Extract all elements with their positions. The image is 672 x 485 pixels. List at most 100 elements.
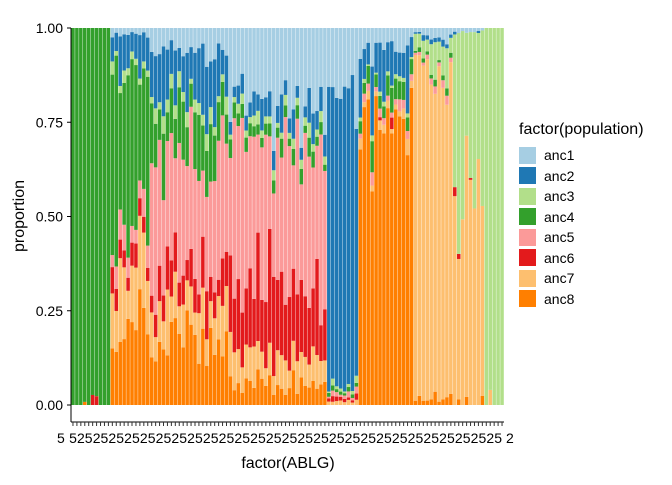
bar-segment-anc8 — [421, 400, 426, 405]
bar-segment-anc4 — [386, 75, 390, 96]
bar-segment-anc6 — [161, 295, 166, 322]
bar-segment-anc8 — [370, 191, 374, 405]
bar-segment-anc5 — [149, 163, 154, 296]
bar-segment-anc7 — [342, 402, 347, 405]
bar-segment-anc4 — [429, 74, 433, 79]
bar-segment-anc1 — [303, 28, 307, 107]
bar-segment-anc7 — [248, 347, 252, 381]
bar-segment-anc2 — [252, 91, 256, 116]
x-tick-label: 5 — [85, 430, 93, 446]
bar-segment-anc6 — [303, 296, 307, 357]
bars-layer — [71, 28, 504, 406]
legend-item-anc6: anc6 — [519, 248, 644, 269]
bar-segment-anc6 — [287, 297, 292, 371]
bar-segment-anc2 — [149, 51, 154, 98]
bar-segment-anc3 — [390, 85, 394, 88]
bar-segment-anc1 — [287, 28, 292, 119]
bar-segment-anc6 — [311, 288, 315, 347]
bar-segment-anc8 — [409, 87, 414, 405]
x-tick-label: 2 — [203, 430, 211, 446]
bar-segment-anc6 — [145, 268, 150, 281]
bar-segment-anc3 — [378, 91, 382, 96]
bar-segment-anc1 — [177, 28, 182, 48]
bar-segment-anc4 — [441, 75, 445, 81]
bar-segment-anc5 — [346, 391, 351, 398]
bar-segment-anc5 — [437, 62, 441, 67]
bar-segment-anc1 — [342, 28, 347, 87]
bar-segment-anc8 — [205, 366, 209, 405]
bar-segment-anc6 — [208, 276, 213, 302]
bar-segment-anc8 — [185, 310, 189, 405]
bar-segment-anc2 — [279, 94, 284, 133]
bar-segment-anc1 — [358, 28, 363, 59]
bar-segment-anc1 — [169, 28, 174, 41]
bar-segment-anc3 — [346, 383, 351, 388]
bar-segment-anc7 — [110, 293, 115, 349]
bar-segment-anc5 — [382, 118, 386, 125]
bar-segment-anc7 — [437, 66, 441, 402]
bar-segment-anc3 — [449, 37, 453, 53]
bar-segment-anc5 — [291, 165, 296, 269]
bar-segment-anc1 — [393, 28, 398, 52]
bar-segment-anc3 — [393, 74, 398, 79]
bar-segment-anc4 — [366, 65, 370, 84]
bar-segment-anc8 — [283, 394, 288, 405]
bar-segment-anc3 — [453, 34, 457, 188]
bar-segment-anc7 — [417, 55, 422, 396]
bar-segment-anc7 — [197, 313, 201, 364]
bar-segment-anc5 — [252, 136, 256, 299]
bar-segment-anc1 — [193, 28, 197, 53]
bar-segment-anc4 — [102, 28, 107, 405]
bar-segment-anc2 — [205, 66, 209, 135]
bar-segment-anc3 — [149, 97, 154, 104]
bar-segment-anc1 — [181, 28, 185, 57]
bar-segment-anc7 — [449, 62, 453, 394]
bar-segment-anc3 — [397, 76, 402, 82]
bar-segment-anc5 — [354, 386, 359, 394]
bar-segment-anc4 — [295, 105, 300, 119]
x-tick-label: 5 — [352, 430, 360, 446]
bar-segment-anc4 — [90, 28, 95, 395]
bar-segment-anc1 — [382, 28, 386, 50]
bar-segment-anc2 — [201, 43, 205, 115]
bar-segment-anc3 — [130, 51, 134, 60]
bar-segment-anc7 — [138, 215, 142, 290]
bar-segment-anc7 — [480, 205, 485, 396]
bar-segment-anc3 — [480, 30, 485, 206]
bar-segment-anc3 — [464, 32, 469, 136]
bar-segment-anc6 — [201, 236, 205, 288]
bar-segment-anc1 — [149, 28, 154, 52]
bar-segment-anc7 — [409, 80, 414, 88]
bar-segment-anc3 — [236, 103, 241, 114]
bar-segment-anc7 — [287, 370, 292, 389]
bar-segment-anc7 — [279, 355, 284, 389]
x-tick-label: 2 — [234, 430, 242, 446]
bar-segment-anc8 — [138, 289, 142, 405]
bar-segment-anc5 — [145, 245, 150, 268]
bar-segment-anc6 — [173, 232, 178, 272]
bar-segment-anc7 — [126, 290, 130, 319]
bar-segment-anc2 — [291, 109, 296, 139]
bar-segment-anc3 — [244, 130, 248, 138]
bar-segment-anc7 — [429, 84, 433, 400]
bar-segment-anc1 — [114, 28, 119, 33]
bar-segment-anc2 — [264, 97, 268, 117]
x-tick-label: 5 — [431, 430, 439, 446]
bar-segment-anc2 — [244, 115, 248, 131]
bar-segment-anc4 — [275, 127, 280, 138]
bar-segment-anc1 — [165, 28, 170, 50]
bar-segment-anc6 — [256, 232, 260, 341]
bar-segment-anc1 — [299, 28, 304, 148]
bar-segment-anc7 — [157, 301, 162, 342]
bar-segment-anc5 — [264, 134, 268, 303]
bar-segment-anc7 — [130, 265, 134, 323]
bar-segment-anc1 — [110, 28, 115, 38]
bar-segment-anc5 — [181, 159, 185, 276]
bar-segment-anc7 — [252, 346, 256, 388]
bar-segment-anc2 — [157, 54, 162, 103]
y-tick-label: 0.25 — [36, 303, 63, 319]
bar-segment-anc4 — [405, 117, 410, 132]
bar-segment-anc3 — [145, 70, 150, 77]
x-axis-label: factor(ABLG) — [241, 455, 334, 472]
bar-segment-anc1 — [460, 28, 465, 32]
